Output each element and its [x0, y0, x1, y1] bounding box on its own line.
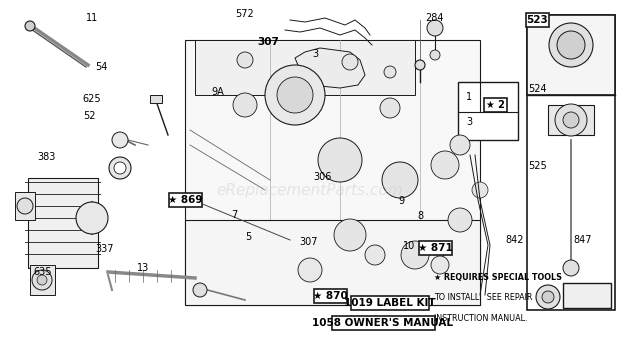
Text: 625: 625: [82, 94, 101, 104]
Bar: [484, 98, 507, 112]
Circle shape: [384, 66, 396, 78]
Circle shape: [112, 132, 128, 148]
Circle shape: [298, 258, 322, 282]
Bar: [548, 105, 594, 135]
Bar: [195, 40, 415, 95]
Circle shape: [334, 219, 366, 251]
Text: TO INSTALL.  SEE REPAIR: TO INSTALL. SEE REPAIR: [434, 293, 533, 302]
Bar: [15, 192, 35, 220]
Circle shape: [430, 50, 440, 60]
Text: INSTRUCTION MANUAL.: INSTRUCTION MANUAL.: [434, 313, 528, 323]
Text: 307: 307: [299, 237, 317, 247]
Bar: [527, 15, 615, 95]
Polygon shape: [295, 48, 365, 88]
Circle shape: [382, 162, 418, 198]
Text: 9A: 9A: [212, 87, 224, 97]
Bar: [314, 289, 347, 303]
Text: 1: 1: [466, 92, 472, 102]
Circle shape: [318, 138, 362, 182]
Text: 8: 8: [417, 211, 423, 221]
Text: 13: 13: [136, 263, 149, 273]
Bar: [169, 193, 202, 207]
Text: 847: 847: [574, 235, 592, 245]
Bar: [458, 82, 518, 140]
Circle shape: [555, 104, 587, 136]
Text: 524: 524: [528, 84, 547, 94]
Bar: [185, 40, 480, 305]
Circle shape: [365, 245, 385, 265]
Bar: [30, 265, 55, 295]
Text: 52: 52: [84, 111, 96, 121]
Circle shape: [109, 157, 131, 179]
Circle shape: [237, 52, 253, 68]
Circle shape: [342, 54, 358, 70]
Bar: [332, 316, 435, 330]
Text: eReplacementParts.com: eReplacementParts.com: [216, 183, 404, 197]
Text: ★ REQUIRES SPECIAL TOOLS: ★ REQUIRES SPECIAL TOOLS: [434, 273, 562, 282]
Circle shape: [380, 98, 400, 118]
Bar: [527, 15, 615, 310]
Bar: [150, 95, 162, 103]
Text: 842: 842: [505, 235, 524, 245]
Text: 307: 307: [257, 37, 279, 47]
Text: ★ 2: ★ 2: [485, 100, 505, 110]
Text: ★ 869: ★ 869: [168, 195, 202, 205]
Text: 7: 7: [231, 210, 237, 220]
Text: 9: 9: [399, 196, 405, 205]
Text: ★ 870: ★ 870: [312, 291, 347, 301]
Text: 1058 OWNER'S MANUAL: 1058 OWNER'S MANUAL: [312, 318, 453, 328]
Circle shape: [431, 151, 459, 179]
Circle shape: [557, 31, 585, 59]
Text: 3: 3: [466, 117, 472, 127]
Bar: [28, 178, 98, 268]
Circle shape: [542, 291, 554, 303]
Text: 10: 10: [403, 241, 415, 251]
Text: 572: 572: [236, 9, 254, 19]
Text: ★ 871: ★ 871: [418, 243, 453, 253]
Circle shape: [563, 112, 579, 128]
Text: 525: 525: [528, 161, 547, 171]
Circle shape: [472, 182, 488, 198]
Circle shape: [114, 162, 126, 174]
Text: 383: 383: [37, 152, 56, 162]
Circle shape: [76, 202, 108, 234]
Circle shape: [536, 285, 560, 309]
Bar: [351, 296, 429, 310]
Text: 523: 523: [526, 15, 548, 25]
Bar: [418, 241, 451, 255]
Circle shape: [32, 270, 52, 290]
Circle shape: [448, 208, 472, 232]
Bar: [526, 13, 549, 27]
Text: 3: 3: [312, 49, 318, 59]
Circle shape: [415, 60, 425, 70]
Circle shape: [233, 93, 257, 117]
Circle shape: [193, 283, 207, 297]
Circle shape: [265, 65, 325, 125]
Text: 284: 284: [425, 13, 443, 23]
Circle shape: [277, 77, 313, 113]
Circle shape: [17, 198, 33, 214]
Text: 11: 11: [86, 13, 98, 23]
Circle shape: [427, 20, 443, 36]
Circle shape: [450, 135, 470, 155]
Bar: [185, 220, 480, 305]
Text: 337: 337: [95, 244, 113, 254]
Circle shape: [431, 256, 449, 274]
Circle shape: [37, 275, 47, 285]
Circle shape: [25, 21, 35, 31]
Text: 635: 635: [33, 267, 51, 277]
Text: 54: 54: [95, 62, 107, 72]
Circle shape: [401, 241, 429, 269]
Text: 5: 5: [245, 232, 251, 241]
Bar: [563, 283, 611, 308]
Text: 306: 306: [313, 172, 332, 182]
Circle shape: [549, 23, 593, 67]
Circle shape: [563, 260, 579, 276]
Text: 1019 LABEL KIT: 1019 LABEL KIT: [344, 298, 436, 308]
